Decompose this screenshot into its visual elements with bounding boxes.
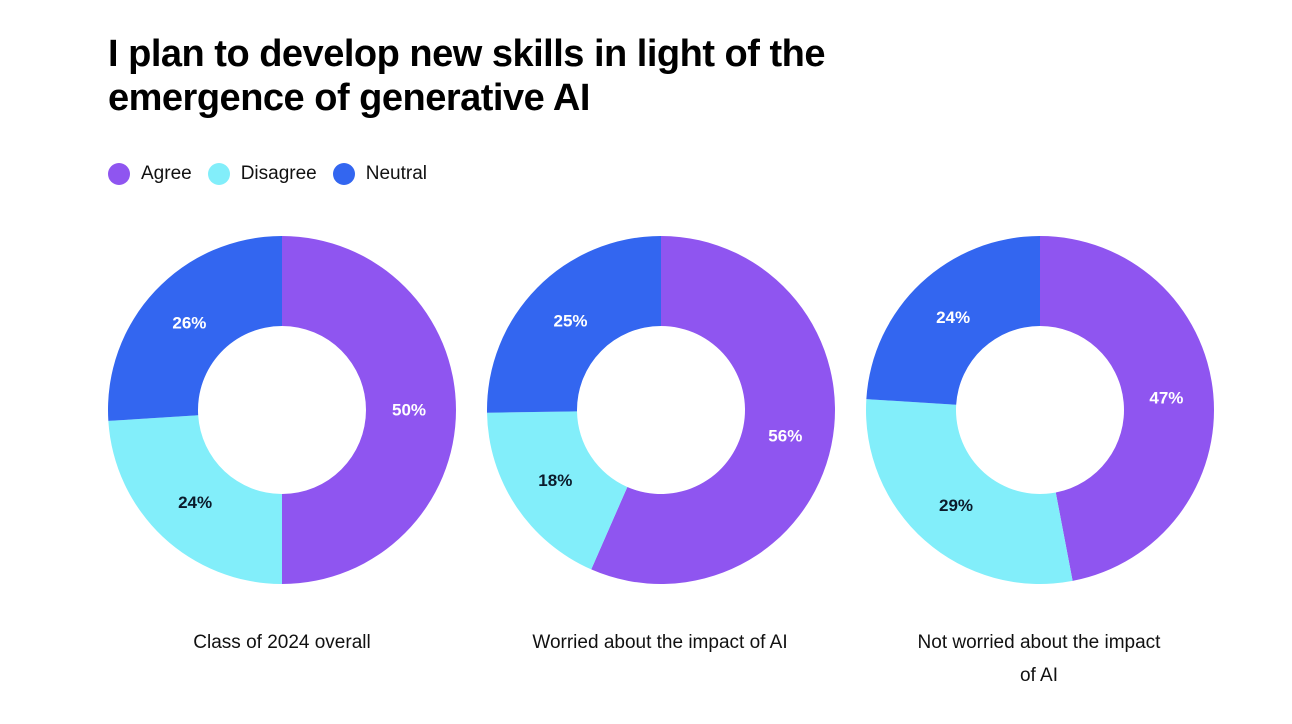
data-label-agree: 50% [392, 401, 426, 420]
data-label-neutral: 26% [172, 314, 206, 333]
legend-swatch-agree [108, 163, 130, 185]
legend-item-agree: Agree [108, 163, 192, 185]
data-label-agree: 47% [1149, 389, 1183, 408]
data-label-disagree: 24% [178, 493, 212, 512]
legend-label-neutral: Neutral [365, 163, 427, 184]
data-label-neutral: 25% [553, 311, 587, 330]
data-label-disagree: 29% [939, 496, 973, 515]
data-label-neutral: 24% [936, 308, 970, 327]
slice-disagree [865, 399, 1073, 584]
legend-label-disagree: Disagree [240, 163, 317, 184]
slice-agree [282, 236, 456, 584]
donut-overall: 50% 24% 26% [107, 236, 456, 584]
slice-neutral [107, 236, 282, 421]
slice-disagree [487, 411, 628, 570]
legend: Agree Disagree Neutral [108, 162, 443, 186]
chart-caption-worried: Worried about the impact of AI [532, 632, 788, 653]
donut-worried: 56% 18% 25% [487, 236, 835, 584]
legend-label-agree: Agree [141, 163, 192, 184]
donut-not-worried: 47% 29% 24% [865, 236, 1214, 584]
chart-caption-not-worried: Not worried about the impact of AI [917, 632, 1161, 686]
data-label-disagree: 18% [538, 471, 572, 490]
slice-neutral [487, 236, 661, 413]
legend-swatch-neutral [332, 163, 355, 185]
legend-swatch-disagree [207, 163, 230, 185]
legend-item-disagree: Disagree [207, 163, 317, 185]
slice-agree [591, 236, 835, 584]
slice-disagree [108, 415, 282, 584]
chart-title: I plan to develop new skills in light of… [108, 33, 825, 119]
slice-neutral [866, 236, 1040, 405]
slice-agree [1040, 236, 1214, 581]
data-label-agree: 56% [768, 427, 802, 446]
legend-item-neutral: Neutral [332, 163, 427, 185]
chart-caption-overall: Class of 2024 overall [193, 632, 371, 653]
